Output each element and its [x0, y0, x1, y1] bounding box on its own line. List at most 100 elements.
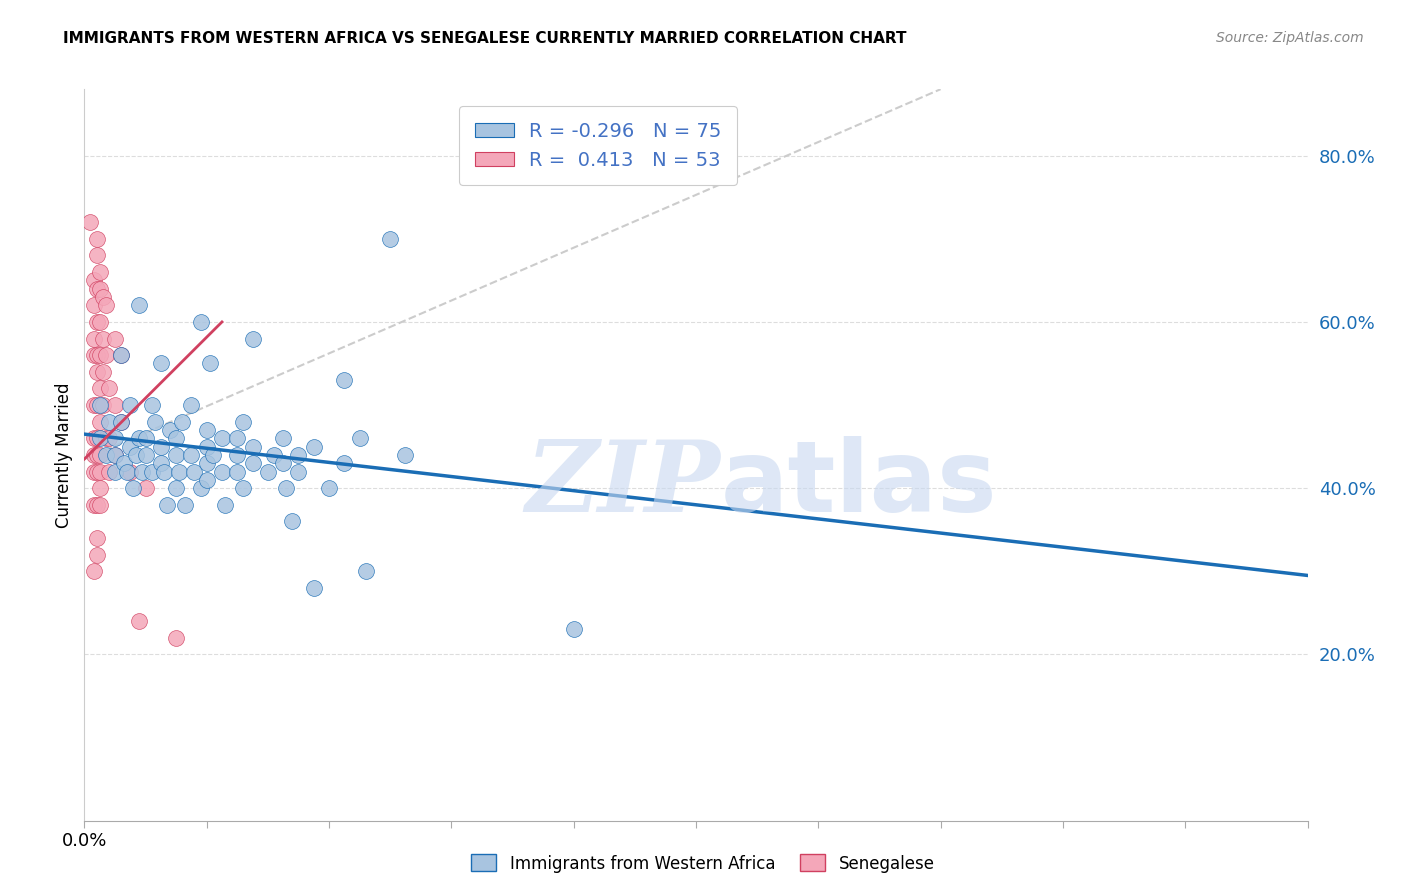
- Text: IMMIGRANTS FROM WESTERN AFRICA VS SENEGALESE CURRENTLY MARRIED CORRELATION CHART: IMMIGRANTS FROM WESTERN AFRICA VS SENEGA…: [63, 31, 907, 46]
- Point: [97, 415, 120, 429]
- Point: [89, 431, 111, 445]
- Point: [281, 515, 304, 529]
- Point: [333, 373, 356, 387]
- Point: [211, 431, 233, 445]
- Point: [165, 431, 187, 445]
- Point: [89, 465, 111, 479]
- Point: [104, 448, 127, 462]
- Point: [198, 356, 221, 370]
- Point: [91, 332, 114, 346]
- Point: [214, 498, 236, 512]
- Point: [83, 448, 105, 462]
- Point: [190, 481, 212, 495]
- Point: [83, 348, 105, 362]
- Point: [89, 315, 111, 329]
- Point: [122, 481, 145, 495]
- Point: [287, 465, 309, 479]
- Point: [153, 465, 176, 479]
- Point: [232, 415, 254, 429]
- Point: [226, 448, 249, 462]
- Point: [97, 381, 120, 395]
- Point: [180, 398, 202, 412]
- Point: [91, 365, 114, 379]
- Point: [201, 448, 224, 462]
- Point: [83, 273, 105, 287]
- Point: [91, 398, 114, 412]
- Point: [211, 465, 233, 479]
- Point: [159, 423, 181, 437]
- Point: [149, 456, 172, 470]
- Point: [97, 465, 120, 479]
- Point: [135, 481, 157, 495]
- Point: [242, 332, 264, 346]
- Point: [89, 348, 111, 362]
- Point: [110, 348, 132, 362]
- Point: [149, 356, 172, 370]
- Point: [183, 465, 205, 479]
- Point: [180, 448, 202, 462]
- Point: [89, 265, 111, 279]
- Point: [110, 415, 132, 429]
- Legend: Immigrants from Western Africa, Senegalese: Immigrants from Western Africa, Senegale…: [465, 847, 941, 880]
- Point: [86, 282, 108, 296]
- Point: [112, 456, 135, 470]
- Point: [165, 448, 187, 462]
- Point: [104, 332, 127, 346]
- Point: [333, 456, 356, 470]
- Point: [86, 548, 108, 562]
- Point: [89, 498, 111, 512]
- Point: [94, 431, 117, 445]
- Point: [89, 481, 111, 495]
- Point: [226, 465, 249, 479]
- Point: [302, 581, 325, 595]
- Point: [380, 232, 402, 246]
- Point: [195, 456, 218, 470]
- Point: [94, 448, 117, 462]
- Point: [135, 431, 157, 445]
- Point: [120, 398, 142, 412]
- Point: [83, 332, 105, 346]
- Point: [110, 348, 132, 362]
- Point: [115, 465, 138, 479]
- Point: [86, 498, 108, 512]
- Point: [89, 381, 111, 395]
- Point: [232, 481, 254, 495]
- Point: [195, 473, 218, 487]
- Y-axis label: Currently Married: Currently Married: [55, 382, 73, 528]
- Point: [131, 465, 153, 479]
- Point: [257, 465, 280, 479]
- Point: [89, 448, 111, 462]
- Text: atlas: atlas: [720, 435, 997, 533]
- Point: [104, 398, 127, 412]
- Point: [354, 564, 377, 578]
- Point: [190, 315, 212, 329]
- Point: [125, 448, 148, 462]
- Point: [263, 448, 285, 462]
- Point: [128, 298, 150, 312]
- Point: [86, 248, 108, 262]
- Point: [271, 456, 294, 470]
- Point: [86, 531, 108, 545]
- Point: [143, 415, 166, 429]
- Point: [86, 315, 108, 329]
- Point: [174, 498, 197, 512]
- Point: [128, 614, 150, 628]
- Point: [149, 440, 172, 454]
- Point: [83, 465, 105, 479]
- Point: [271, 431, 294, 445]
- Point: [94, 298, 117, 312]
- Point: [86, 232, 108, 246]
- Point: [97, 431, 120, 445]
- Point: [83, 431, 105, 445]
- Point: [287, 448, 309, 462]
- Point: [86, 348, 108, 362]
- Point: [242, 456, 264, 470]
- Point: [141, 465, 163, 479]
- Point: [165, 631, 187, 645]
- Point: [172, 415, 194, 429]
- Point: [83, 564, 105, 578]
- Point: [141, 398, 163, 412]
- Point: [91, 290, 114, 304]
- Point: [120, 440, 142, 454]
- Point: [83, 498, 105, 512]
